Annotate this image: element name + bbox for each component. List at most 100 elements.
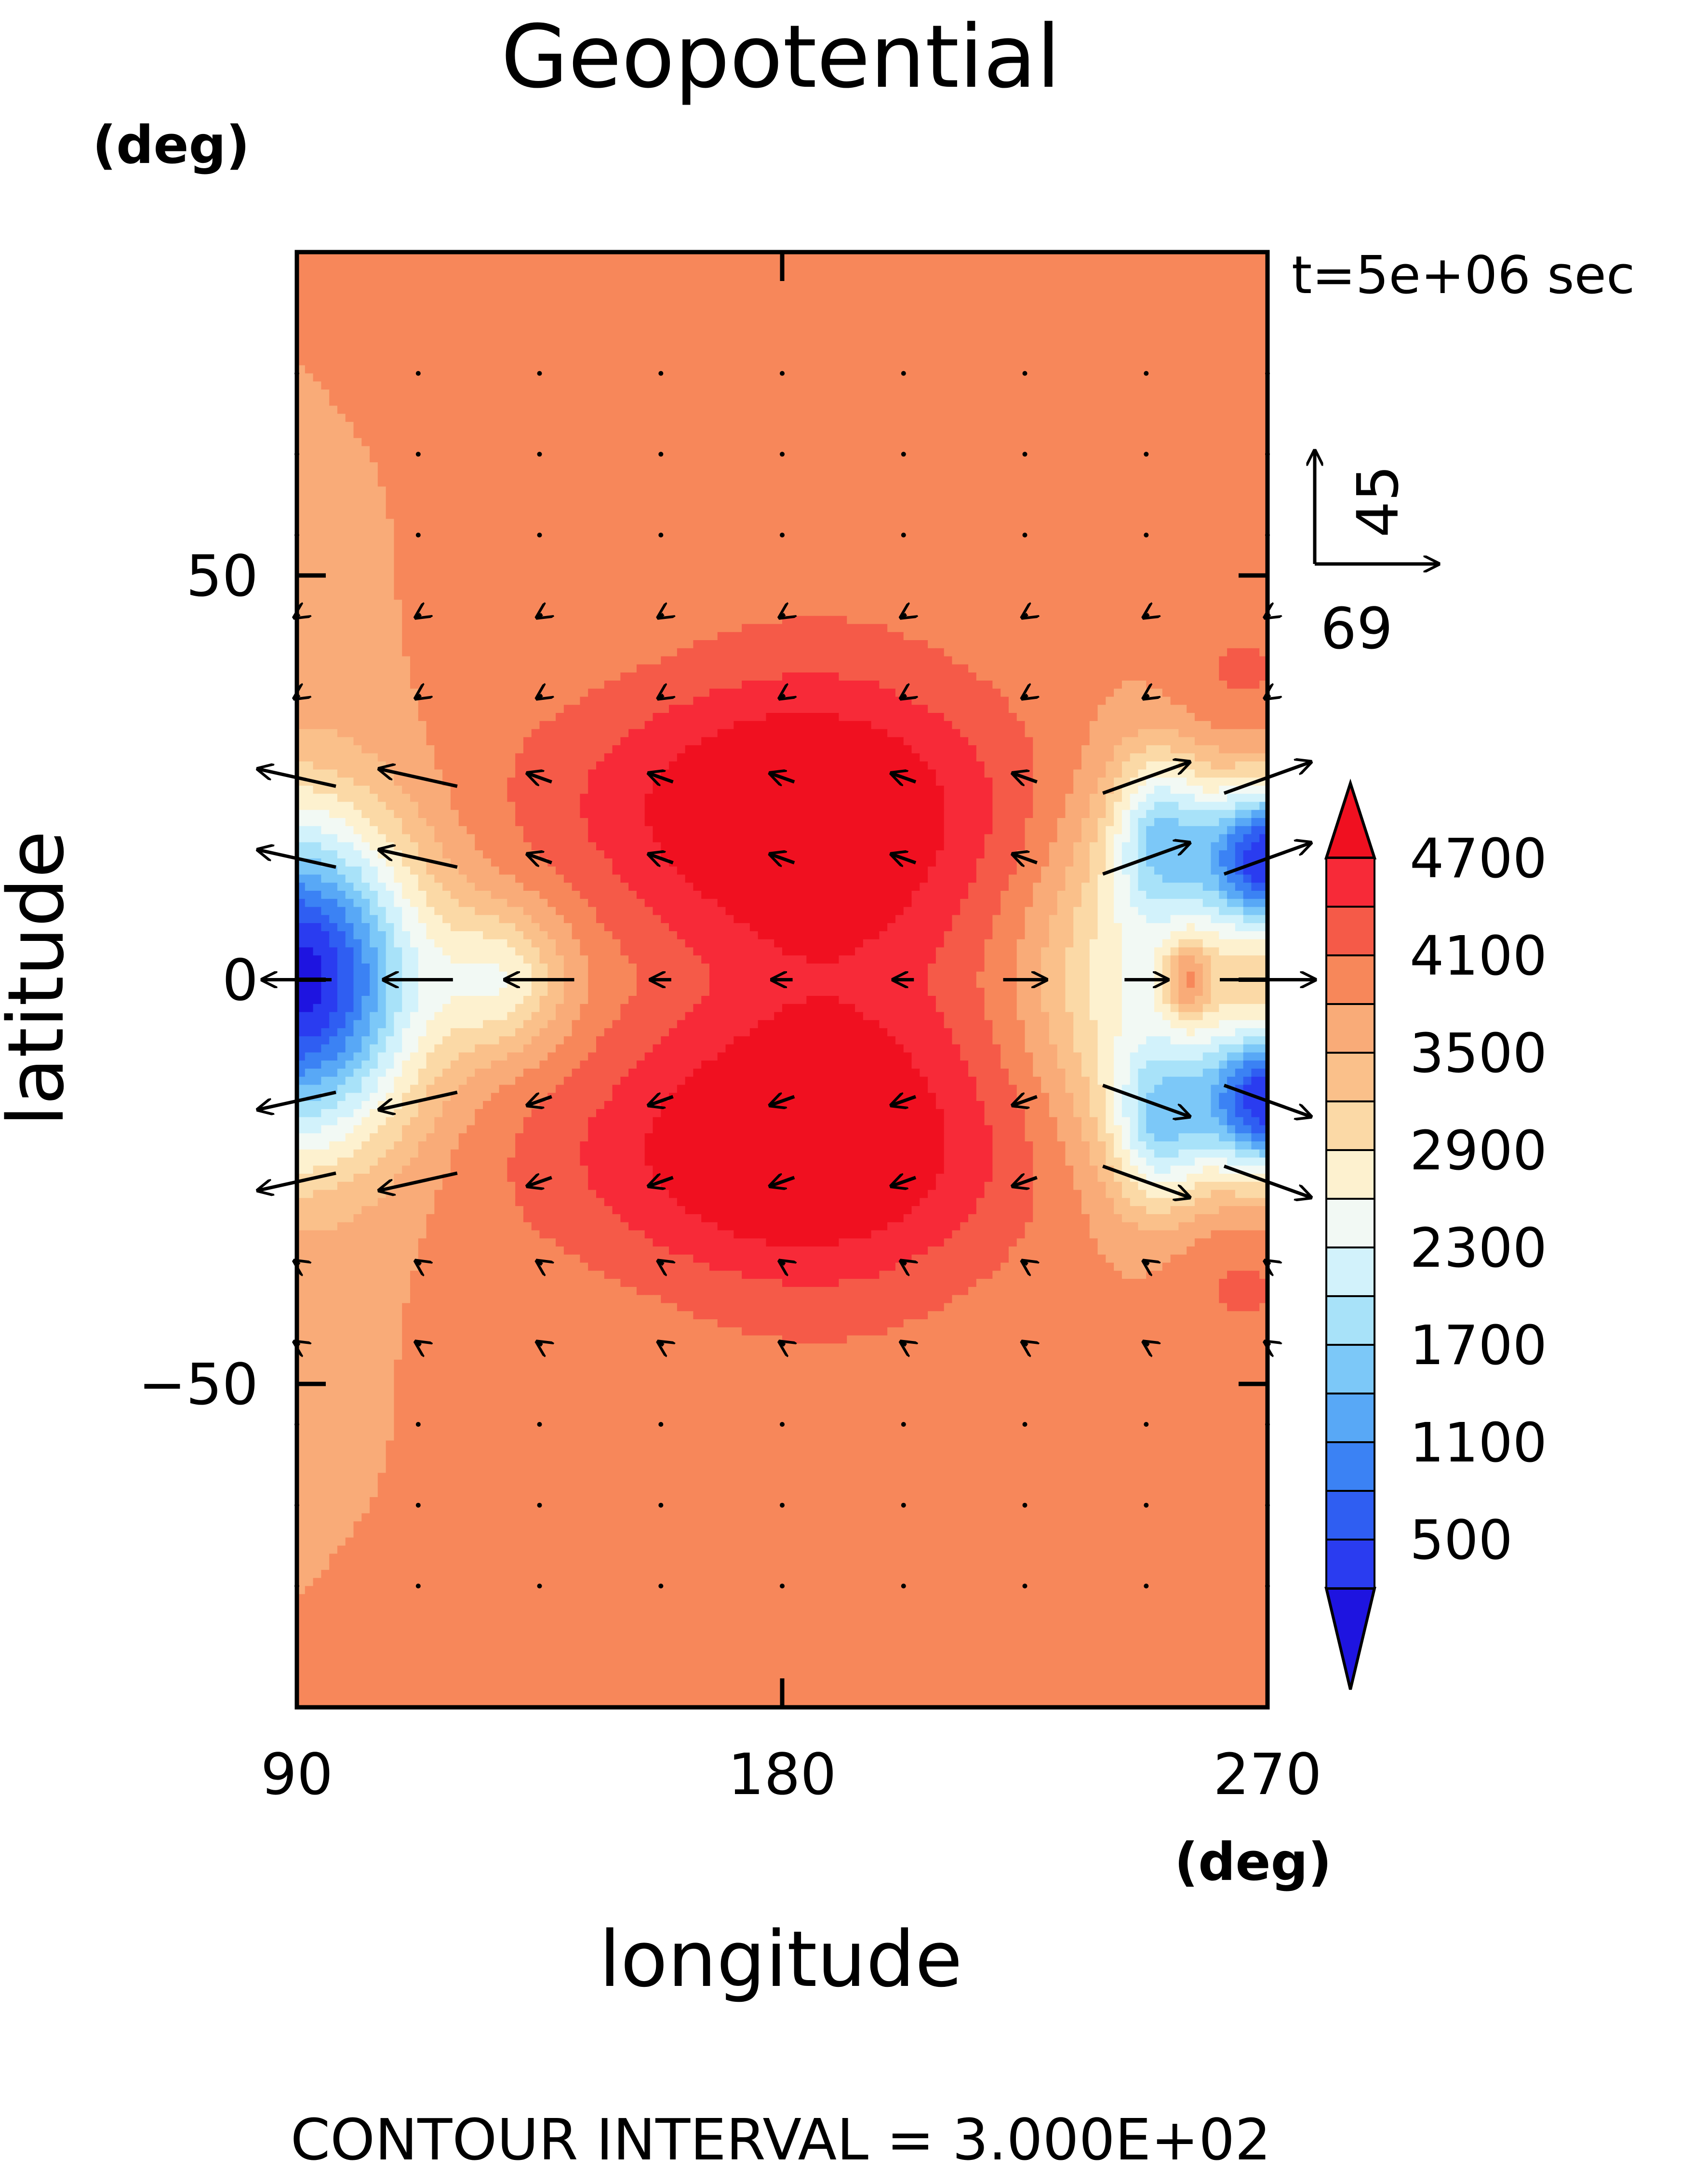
contour-cell: [928, 551, 936, 560]
contour-cell: [1001, 324, 1009, 334]
contour-cell: [1227, 495, 1236, 503]
contour-cell: [1073, 559, 1082, 568]
contour-cell: [1219, 559, 1228, 568]
contour-cell: [1251, 381, 1260, 390]
contour-cell: [790, 357, 799, 366]
contour-cell: [1081, 502, 1090, 511]
contour-cell: [426, 535, 435, 544]
contour-cell: [345, 454, 354, 463]
contour-cell: [361, 575, 370, 584]
contour-cell: [928, 462, 936, 471]
contour-cell: [960, 486, 969, 495]
contour-cell: [321, 559, 330, 568]
contour-cell: [1049, 527, 1058, 536]
contour-cell: [903, 260, 912, 269]
contour-cell: [556, 454, 564, 463]
contour-cell: [1114, 470, 1122, 479]
contour-cell: [717, 422, 726, 430]
contour-cell: [1162, 365, 1171, 374]
contour-cell: [1243, 519, 1252, 528]
contour-cell: [855, 381, 864, 390]
contour-cell: [499, 559, 508, 568]
contour-cell: [806, 373, 815, 382]
contour-cell: [653, 268, 662, 277]
contour-cell: [928, 284, 936, 293]
contour-cell: [661, 373, 669, 382]
contour-cell: [806, 519, 815, 528]
contour-cell: [839, 292, 848, 301]
contour-cell: [1008, 292, 1017, 301]
contour-cell: [1081, 438, 1090, 447]
contour-cell: [749, 510, 759, 520]
contour-cell: [353, 478, 362, 487]
contour-cell: [499, 543, 508, 552]
contour-cell: [1178, 462, 1187, 471]
contour-cell: [475, 292, 483, 301]
contour-cell: [1121, 543, 1131, 552]
contour-cell: [499, 357, 508, 366]
contour-cell: [644, 414, 654, 423]
contour-cell: [822, 462, 831, 471]
contour-cell: [1081, 365, 1090, 374]
contour-cell: [1178, 381, 1187, 390]
contour-cell: [1016, 559, 1026, 568]
contour-cell: [410, 260, 419, 269]
contour-cell: [952, 333, 961, 342]
contour-cell: [475, 551, 483, 560]
contour-cell: [693, 300, 702, 309]
contour-cell: [903, 405, 912, 415]
contour-cell: [685, 414, 694, 423]
contour-cell: [1008, 551, 1017, 560]
contour-cell: [790, 292, 799, 301]
contour-cell: [563, 575, 573, 584]
contour-cell: [1049, 381, 1058, 390]
contour-cell: [944, 462, 953, 471]
contour-cell: [903, 510, 912, 520]
contour-cell: [475, 373, 483, 382]
contour-cell: [1097, 438, 1107, 447]
contour-cell: [361, 397, 370, 406]
contour-cell: [523, 454, 532, 463]
contour-cell: [483, 341, 492, 350]
contour-cell: [1057, 462, 1066, 471]
contour-cell: [944, 543, 953, 552]
contour-cell: [636, 502, 645, 511]
contour-cell: [661, 397, 669, 406]
contour-cell: [653, 381, 662, 390]
contour-cell: [863, 575, 872, 584]
contour-cell: [1121, 567, 1131, 576]
contour-cell: [434, 381, 443, 390]
contour-cell: [588, 502, 597, 511]
contour-cell: [895, 559, 904, 568]
contour-cell: [580, 535, 588, 544]
contour-cell: [612, 268, 621, 277]
contour-cell: [1033, 535, 1041, 544]
contour-cell: [450, 478, 459, 487]
contour-cell: [507, 478, 516, 487]
contour-cell: [701, 429, 710, 439]
contour-cell: [992, 308, 1001, 317]
contour-cell: [515, 462, 524, 471]
contour-cell: [321, 397, 330, 406]
contour-cell: [1025, 527, 1034, 536]
contour-cell: [1162, 429, 1171, 439]
contour-cell: [1194, 260, 1203, 269]
contour-cell: [717, 260, 726, 269]
contour-cell: [1202, 438, 1212, 447]
contour-cell: [734, 341, 742, 350]
contour-cell: [928, 389, 936, 398]
contour-cell: [450, 567, 459, 576]
contour-cell: [1251, 527, 1260, 536]
contour-cell: [556, 446, 564, 455]
contour-cell: [556, 519, 564, 528]
contour-cell: [467, 284, 476, 293]
contour-cell: [628, 405, 637, 415]
contour-cell: [628, 502, 637, 511]
contour-cell: [442, 583, 451, 592]
contour-cell: [871, 349, 880, 358]
contour-cell: [483, 333, 492, 342]
contour-cell: [855, 486, 864, 495]
contour-cell: [1243, 559, 1252, 568]
contour-cell: [604, 551, 613, 560]
contour-cell: [402, 551, 411, 560]
